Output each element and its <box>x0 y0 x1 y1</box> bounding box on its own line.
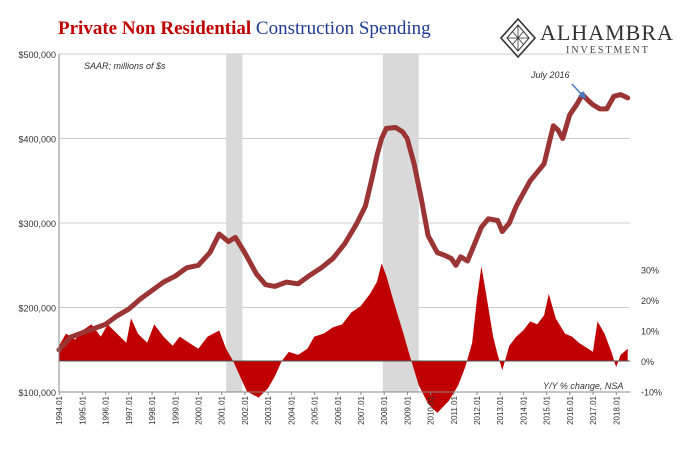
y-right-tick-label: 30% <box>641 266 659 276</box>
x-tick-label: 2005.01 <box>311 395 320 424</box>
chart-title: Private Non Residential Construction Spe… <box>58 18 431 40</box>
july-2016-annotation: July 2016 <box>530 70 570 80</box>
y-left-tick-label: $300,000 <box>18 219 56 229</box>
y-left-tick-label: $200,000 <box>18 304 56 314</box>
left-axis-note: SAAR; millions of $s <box>84 61 166 71</box>
annotation-arrowhead <box>578 91 586 99</box>
x-tick-label: 2016.01 <box>566 395 575 424</box>
chart-axes: $100,000 $200,000 $300,000 $400,000 $500,000… <box>18 50 662 425</box>
x-tick-label: 2001.01 <box>218 395 227 424</box>
y-right-tick-label: -10% <box>641 388 662 398</box>
x-tick-label: 1996.01 <box>102 395 111 424</box>
x-tick-label: 2013.01 <box>496 395 505 424</box>
x-tick-label: 1995.01 <box>78 395 87 424</box>
yoy-change-area <box>59 263 628 413</box>
x-tick-label: 1997.01 <box>125 395 134 424</box>
x-tick-label: 2011.01 <box>450 395 459 424</box>
annotation-arrow <box>571 83 583 96</box>
x-tick-label: 2003.01 <box>264 395 273 424</box>
spending-line <box>56 92 631 353</box>
x-tick-label: 2018.01 <box>612 395 621 424</box>
x-tick-label: 2002.01 <box>241 395 250 424</box>
y-left-tick-label: $500,000 <box>18 50 56 60</box>
chart-labels: SAAR; millions of $s Y/Y % change, NSA J… <box>84 61 623 391</box>
right-axis-note: Y/Y % change, NSA <box>543 381 623 391</box>
x-tick-label: 2009.01 <box>403 395 412 424</box>
yoy-area-layer <box>58 263 628 413</box>
x-tick-label: 1998.01 <box>148 395 157 424</box>
diamond-lattice-icon <box>500 18 536 58</box>
x-tick-label: 2006.01 <box>334 395 343 424</box>
logo-subtitle: INVESTMENT <box>566 45 650 56</box>
x-tick-label: 2010.01 <box>427 395 436 424</box>
x-tick-label: 2015.01 <box>543 395 552 424</box>
y-left-tick-label: $400,000 <box>18 135 56 145</box>
y-left-tick-label: $100,000 <box>18 388 56 398</box>
logo-name: ALHAMBRA <box>540 20 674 45</box>
x-tick-label: 2000.01 <box>195 395 204 424</box>
x-tick-label: 2004.01 <box>287 395 296 424</box>
recession-band <box>226 54 243 392</box>
y-right-tick-label: 0% <box>641 357 654 367</box>
y-right-tick-label: 10% <box>641 327 659 337</box>
chart-title-part1: Private Non Residential <box>58 18 252 39</box>
x-tick-label: 2017.01 <box>589 395 598 424</box>
x-tick-label: 1999.01 <box>171 395 180 424</box>
alhambra-logo: ALHAMBRA INVESTMENT <box>500 16 673 62</box>
x-tick-label: 2012.01 <box>473 395 482 424</box>
chart-grid <box>59 53 630 308</box>
chart-title-part2: Construction Spending <box>251 18 431 39</box>
x-tick-label: 2014.01 <box>519 395 528 424</box>
x-tick-label: 2008.01 <box>380 395 389 424</box>
y-right-tick-label: 20% <box>641 296 659 306</box>
x-tick-label: 1994.01 <box>55 395 64 424</box>
x-tick-label: 2007.01 <box>357 395 366 424</box>
spending-line-layer <box>56 92 631 353</box>
